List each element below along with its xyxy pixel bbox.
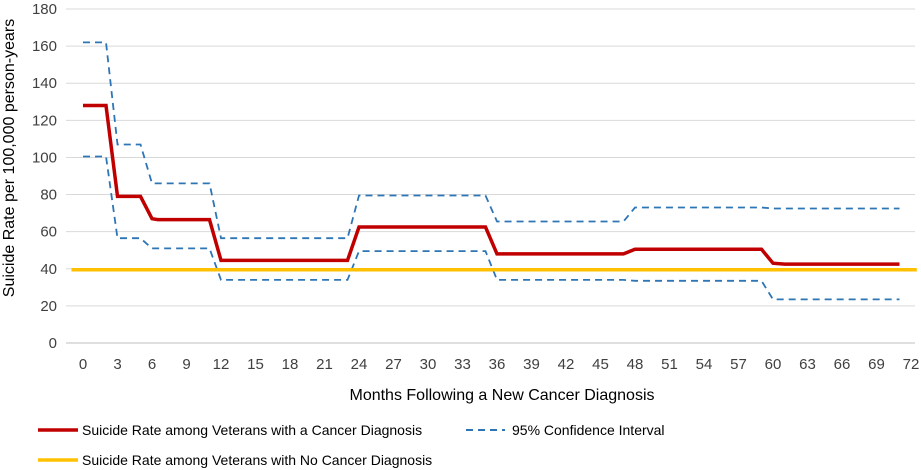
x-tick-label-45: 45 [592,356,609,373]
y-tick-labels: 0 20 40 60 80 100 120 140 160 180 [32,1,57,352]
x-tick-label-69: 69 [868,356,885,373]
legend-label-no-cancer: Suicide Rate among Veterans with No Canc… [82,452,432,468]
y-tick-label-100: 100 [32,149,57,166]
x-tick-label-18: 18 [282,356,299,373]
series-line-0 [83,103,900,266]
y-tick-label-60: 60 [40,224,57,241]
x-tick-label-51: 51 [661,356,678,373]
x-tick-label-15: 15 [247,356,264,373]
x-tick-label-0: 0 [79,356,87,373]
x-tick-label-3: 3 [113,356,121,373]
x-tick-label-27: 27 [385,356,402,373]
x-tick-label-30: 30 [420,356,437,373]
x-tick-label-12: 12 [213,356,230,373]
x-tick-label-9: 9 [182,356,190,373]
y-tick-label-80: 80 [40,187,57,204]
x-tick-label-42: 42 [558,356,575,373]
legend-label-ci: 95% Confidence Interval [512,422,665,438]
series-lines [71,41,917,301]
y-tick-label-160: 160 [32,38,57,55]
x-tick-label-57: 57 [730,356,747,373]
x-tick-label-21: 21 [316,356,333,373]
x-tick-label-39: 39 [523,356,540,373]
x-tick-label-66: 66 [834,356,851,373]
x-tick-label-63: 63 [799,356,816,373]
legend: Suicide Rate among Veterans with a Cance… [38,422,665,468]
y-tick-label-120: 120 [32,112,57,129]
y-tick-label-0: 0 [49,335,57,352]
x-tick-label-36: 36 [489,356,506,373]
series-line-2 [83,155,900,301]
legend-label-cancer: Suicide Rate among Veterans with a Cance… [82,422,422,438]
x-tick-label-24: 24 [351,356,368,373]
x-tick-label-54: 54 [696,356,713,373]
x-axis-title: Months Following a New Cancer Diagnosis [349,387,654,404]
y-tick-label-140: 140 [32,75,57,92]
series-line-1 [83,41,900,240]
x-tick-label-33: 33 [454,356,471,373]
y-tick-label-20: 20 [40,298,57,315]
x-tick-label-48: 48 [627,356,644,373]
x-tick-label-6: 6 [148,356,156,373]
y-tick-label-180: 180 [32,1,57,18]
y-axis-title: Suicide Rate per 100,000 person-years [1,19,18,297]
x-tick-labels: 0 3 6 9 12 15 18 21 24 27 30 33 36 39 42 45 48 51 54 57 60 63… [79,356,920,373]
y-tick-label-40: 40 [40,261,57,278]
x-tick-label-60: 60 [765,356,782,373]
x-tick-label-72: 72 [903,356,920,373]
